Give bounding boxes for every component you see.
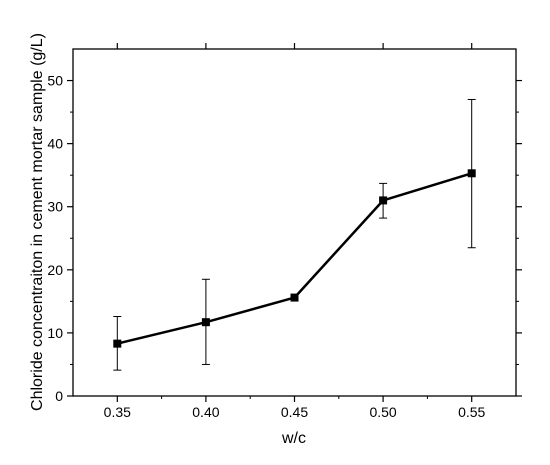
y-axis-title: Chloride concentraiton in cement mortar … xyxy=(29,33,46,411)
data-point xyxy=(467,169,476,178)
y-tick-label: 50 xyxy=(47,73,63,89)
data-point xyxy=(290,293,299,302)
y-tick-label: 10 xyxy=(47,325,63,341)
error-bars xyxy=(113,98,476,371)
y-tick-label: 30 xyxy=(47,199,63,215)
x-tick-label: 0.50 xyxy=(369,404,396,420)
x-tick-label: 0.35 xyxy=(104,404,131,420)
x-tick-label: 0.55 xyxy=(458,404,485,420)
y-axis: 0 10 20 30 40 50 xyxy=(47,73,522,404)
series-line xyxy=(117,172,473,345)
x-axis-title: w/c xyxy=(281,430,306,447)
y-tick-label: 20 xyxy=(47,262,63,278)
x-axis: 0.35 0.40 0.45 0.50 0.55 xyxy=(104,43,486,420)
data-point xyxy=(113,339,122,348)
plot-frame xyxy=(72,48,517,397)
x-tick-label: 0.40 xyxy=(192,404,219,420)
data-markers xyxy=(113,169,476,348)
y-tick-label: 40 xyxy=(47,136,63,152)
y-tick-label: 0 xyxy=(55,388,63,404)
data-point xyxy=(201,318,210,327)
data-point xyxy=(379,196,388,205)
x-tick-label: 0.45 xyxy=(281,404,308,420)
